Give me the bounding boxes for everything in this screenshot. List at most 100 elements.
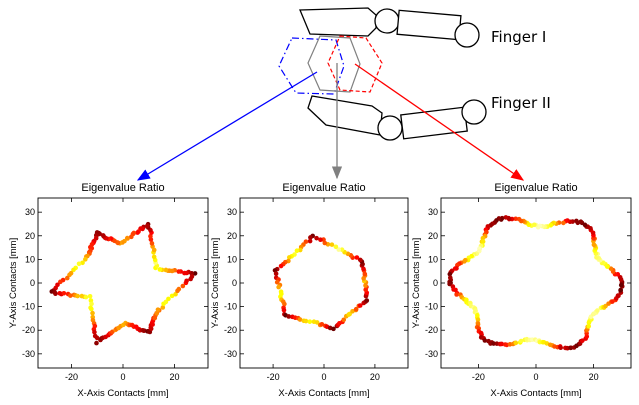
contact-point — [513, 340, 519, 346]
object-pose-blue-hexagon — [278, 37, 345, 95]
contact-point — [294, 248, 300, 254]
contact-point — [80, 260, 85, 266]
contact-point — [341, 317, 347, 323]
x-tick-label: -20 — [267, 372, 280, 382]
contact-point — [135, 230, 140, 235]
y-axis-label: Y-Axis Contacts [mm] — [210, 238, 221, 328]
contact-point — [480, 235, 486, 241]
contact-point — [163, 299, 169, 305]
contact-point — [558, 345, 563, 351]
contact-point — [92, 329, 97, 335]
contact-point — [286, 255, 292, 260]
y-axis-label: Y-Axis Contacts [mm] — [411, 238, 422, 328]
contact-point — [173, 291, 178, 297]
contact-point — [499, 341, 504, 347]
finger-one-distal-link — [299, 7, 377, 37]
y-tick-label: -10 — [425, 302, 438, 312]
y-tick-label: 30 — [25, 207, 35, 217]
contact-point — [357, 303, 363, 308]
y-tick-label: -20 — [224, 325, 237, 335]
contact-point — [286, 314, 292, 319]
contact-point — [475, 317, 481, 322]
y-tick-label: -10 — [224, 302, 237, 312]
contact-point — [586, 323, 591, 329]
contact-point — [336, 247, 342, 252]
x-tick-label: -20 — [65, 372, 78, 382]
contact-point — [353, 306, 359, 312]
contact-point — [480, 239, 486, 244]
contact-point — [447, 281, 452, 287]
contact-point — [454, 292, 459, 297]
contact-point — [182, 270, 187, 276]
plot-3: Eigenvalue Ratio -20 0 20 -30 -20 -10 0 10 20 30 X-… — [411, 182, 632, 399]
y-tick-label: 0 — [433, 278, 438, 288]
contact-point — [157, 267, 163, 272]
contact-point — [83, 294, 89, 300]
contact-point — [314, 235, 319, 241]
contact-point — [357, 257, 363, 263]
finger-one-joint-2 — [454, 22, 480, 48]
x-tick-label: 0 — [533, 372, 538, 382]
y-tick-label: -30 — [224, 349, 237, 359]
contact-point — [166, 296, 171, 302]
contact-point — [516, 216, 522, 222]
contact-point — [94, 340, 99, 346]
y-tick-label: 10 — [25, 254, 35, 264]
y-tick-label: 10 — [227, 254, 237, 264]
contact-point — [192, 271, 198, 276]
contact-point — [149, 241, 155, 246]
y-tick-label: -20 — [425, 325, 438, 335]
contact-point — [148, 233, 153, 239]
x-tick-label: 20 — [170, 372, 180, 382]
contact-point — [513, 216, 518, 222]
contact-point — [169, 293, 175, 299]
y-tick-label: 20 — [25, 231, 35, 241]
x-tick-label: 0 — [321, 372, 326, 382]
contact-point — [314, 320, 320, 325]
arrow-blue — [136, 71, 318, 181]
contact-point — [83, 257, 88, 262]
contact-point — [278, 263, 284, 269]
y-tick-label: -30 — [22, 349, 35, 359]
contact-point — [68, 293, 73, 298]
x-tick-label: 20 — [589, 372, 599, 382]
y-axis-label: Y-Axis Contacts [mm] — [8, 238, 19, 328]
contact-point — [76, 261, 82, 267]
contact-point — [339, 247, 345, 252]
x-axis-label: X-Axis Contacts [mm] — [490, 388, 581, 399]
contact-point — [89, 301, 94, 307]
contact-point — [53, 291, 58, 297]
contact-point — [331, 326, 336, 332]
contact-point — [273, 271, 279, 277]
contact-point — [364, 298, 370, 303]
contact-point — [276, 284, 281, 290]
contact-point — [318, 237, 323, 243]
x-axis-label: X-Axis Contacts [mm] — [278, 388, 369, 399]
contact-point — [94, 335, 100, 341]
contact-point — [176, 269, 182, 274]
contact-point — [184, 278, 189, 284]
contact-point — [160, 305, 166, 310]
contact-point — [58, 279, 63, 285]
contact-point — [482, 338, 488, 343]
contact-point — [90, 310, 95, 316]
contact-point — [303, 318, 309, 324]
y-tick-label: 20 — [428, 231, 438, 241]
y-tick-label: 30 — [428, 207, 438, 217]
contact-point — [615, 293, 621, 298]
contact-point — [151, 247, 157, 253]
finger-one — [299, 7, 480, 48]
plot-2: Eigenvalue Ratio -20 0 20 -30 -20 -10 0 10 20 30 X-… — [210, 182, 409, 399]
contact-point — [155, 307, 161, 312]
y-tick-label: 0 — [232, 278, 237, 288]
contact-point — [89, 306, 94, 312]
arrow-red — [354, 63, 525, 181]
y-tick-label: -30 — [425, 349, 438, 359]
contact-point — [67, 272, 72, 278]
contact-point — [189, 274, 195, 279]
contact-point — [307, 319, 313, 324]
contact-point — [176, 286, 182, 292]
